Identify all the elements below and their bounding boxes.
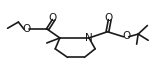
Text: O: O — [22, 24, 30, 34]
Text: O: O — [49, 13, 57, 23]
Text: N: N — [85, 33, 93, 43]
Text: O: O — [105, 13, 113, 23]
Text: O: O — [123, 31, 131, 41]
